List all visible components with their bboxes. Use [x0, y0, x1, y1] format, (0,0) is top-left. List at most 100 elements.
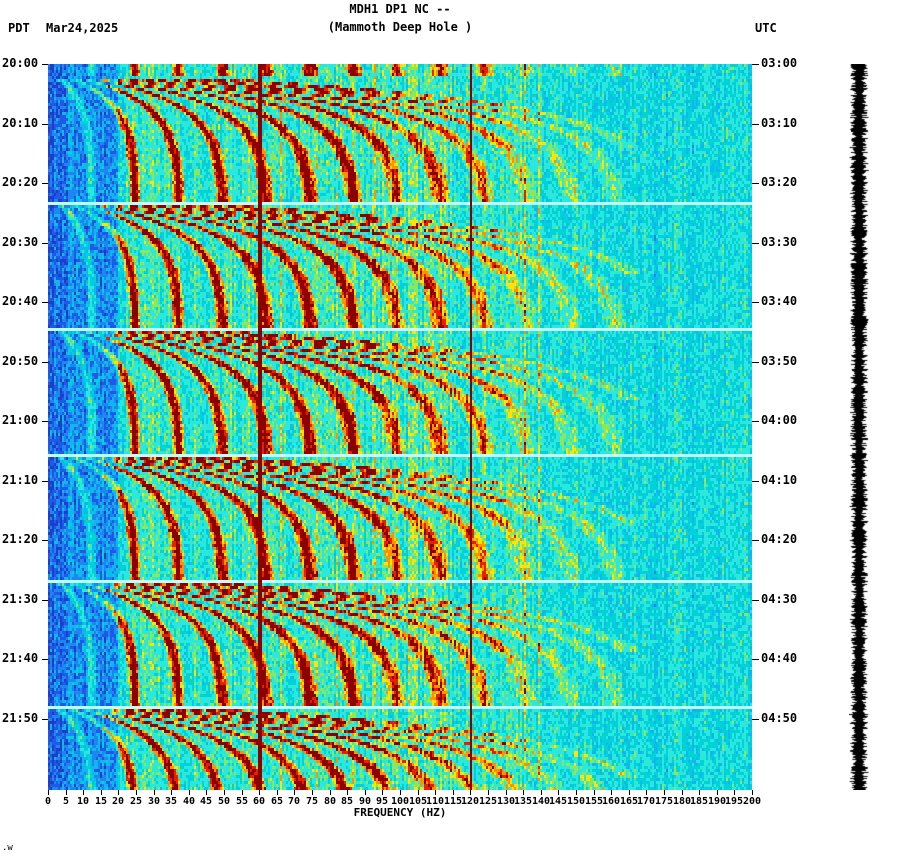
freq-tick [118, 790, 119, 795]
time-label-right: 04:20 [761, 532, 798, 546]
time-label-left: 20:10 [2, 116, 39, 130]
freq-tick [206, 790, 207, 795]
time-label-left: 20:00 [2, 56, 39, 70]
freq-tick-label: 95 [375, 796, 389, 807]
freq-tick [541, 790, 542, 795]
freq-tick [259, 790, 260, 795]
freq-tick-label: 160 [601, 796, 621, 807]
freq-tick [242, 790, 243, 795]
freq-tick-label: 60 [252, 796, 266, 807]
freq-tick [171, 790, 172, 795]
freq-tick-label: 85 [340, 796, 354, 807]
station-subtitle: (Mammoth Deep Hole ) [327, 20, 473, 34]
freq-tick-label: 45 [199, 796, 213, 807]
time-label-left: 21:50 [2, 711, 39, 725]
freq-tick-label: 150 [566, 796, 586, 807]
time-label-left: 21:00 [2, 413, 39, 427]
freq-tick-label: 145 [548, 796, 568, 807]
freq-tick [470, 790, 471, 795]
time-tick-left [42, 600, 48, 601]
freq-tick-label: 105 [408, 796, 428, 807]
time-label-right: 04:00 [761, 413, 798, 427]
time-label-left: 21:10 [2, 473, 39, 487]
freq-tick-label: 125 [478, 796, 498, 807]
freq-tick-label: 90 [358, 796, 372, 807]
time-tick-left [42, 183, 48, 184]
freq-tick-label: 165 [619, 796, 639, 807]
freq-tick [48, 790, 49, 795]
freq-tick [488, 790, 489, 795]
freq-tick [523, 790, 524, 795]
freq-tick [594, 790, 595, 795]
date-label: Mar24,2025 [46, 21, 119, 35]
time-tick-right [752, 64, 759, 65]
time-label-left: 20:50 [2, 354, 39, 368]
freq-tick [435, 790, 436, 795]
time-tick-right [752, 362, 759, 363]
time-tick-right [752, 183, 759, 184]
freq-tick-label: 20 [111, 796, 125, 807]
freq-tick-label: 115 [443, 796, 463, 807]
freq-tick [629, 790, 630, 795]
time-tick-right [752, 659, 759, 660]
freq-tick [646, 790, 647, 795]
freq-tick [682, 790, 683, 795]
freq-tick-label: 35 [164, 796, 178, 807]
freq-tick [382, 790, 383, 795]
freq-tick [752, 790, 753, 795]
freq-tick [365, 790, 366, 795]
freq-tick [66, 790, 67, 795]
freq-tick-label: 130 [496, 796, 516, 807]
freq-tick-label: 5 [62, 796, 70, 807]
time-tick-left [42, 421, 48, 422]
freq-tick [347, 790, 348, 795]
freq-tick-label: 80 [323, 796, 337, 807]
freq-tick-label: 135 [513, 796, 533, 807]
freq-tick-label: 170 [636, 796, 656, 807]
freq-tick-label: 175 [654, 796, 674, 807]
freq-tick-label: 200 [742, 796, 762, 807]
time-label-left: 20:20 [2, 175, 39, 189]
freq-tick-label: 40 [182, 796, 196, 807]
time-tick-right [752, 481, 759, 482]
freq-tick [277, 790, 278, 795]
freq-tick [330, 790, 331, 795]
freq-tick-label: 75 [305, 796, 319, 807]
freq-tick [83, 790, 84, 795]
freq-tick-label: 30 [147, 796, 161, 807]
freq-tick-label: 110 [425, 796, 445, 807]
time-label-right: 04:30 [761, 592, 798, 606]
freq-tick [611, 790, 612, 795]
freq-tick-label: 120 [460, 796, 480, 807]
freq-tick [558, 790, 559, 795]
station-title: MDH1 DP1 NC -- [349, 2, 451, 16]
freq-tick [400, 790, 401, 795]
freq-tick [312, 790, 313, 795]
freq-tick-label: 190 [707, 796, 727, 807]
time-label-right: 04:10 [761, 473, 798, 487]
freq-tick-label: 15 [94, 796, 108, 807]
time-label-right: 03:20 [761, 175, 798, 189]
spectrogram-canvas [48, 64, 752, 790]
freq-tick [699, 790, 700, 795]
corner-watermark-text: .w [2, 843, 13, 853]
freq-tick [136, 790, 137, 795]
time-label-left: 21:40 [2, 651, 39, 665]
time-label-right: 03:30 [761, 235, 798, 249]
time-label-right: 03:40 [761, 294, 798, 308]
time-label-left: 21:20 [2, 532, 39, 546]
freq-tick [101, 790, 102, 795]
freq-tick [506, 790, 507, 795]
freq-tick [224, 790, 225, 795]
freq-tick-label: 10 [76, 796, 90, 807]
freq-tick-label: 140 [531, 796, 551, 807]
time-tick-left [42, 243, 48, 244]
time-tick-left [42, 540, 48, 541]
time-label-right: 03:50 [761, 354, 798, 368]
freq-tick-label: 185 [689, 796, 709, 807]
time-label-right: 03:10 [761, 116, 798, 130]
freq-tick-label: 100 [390, 796, 410, 807]
freq-tick [189, 790, 190, 795]
time-label-right: 04:40 [761, 651, 798, 665]
